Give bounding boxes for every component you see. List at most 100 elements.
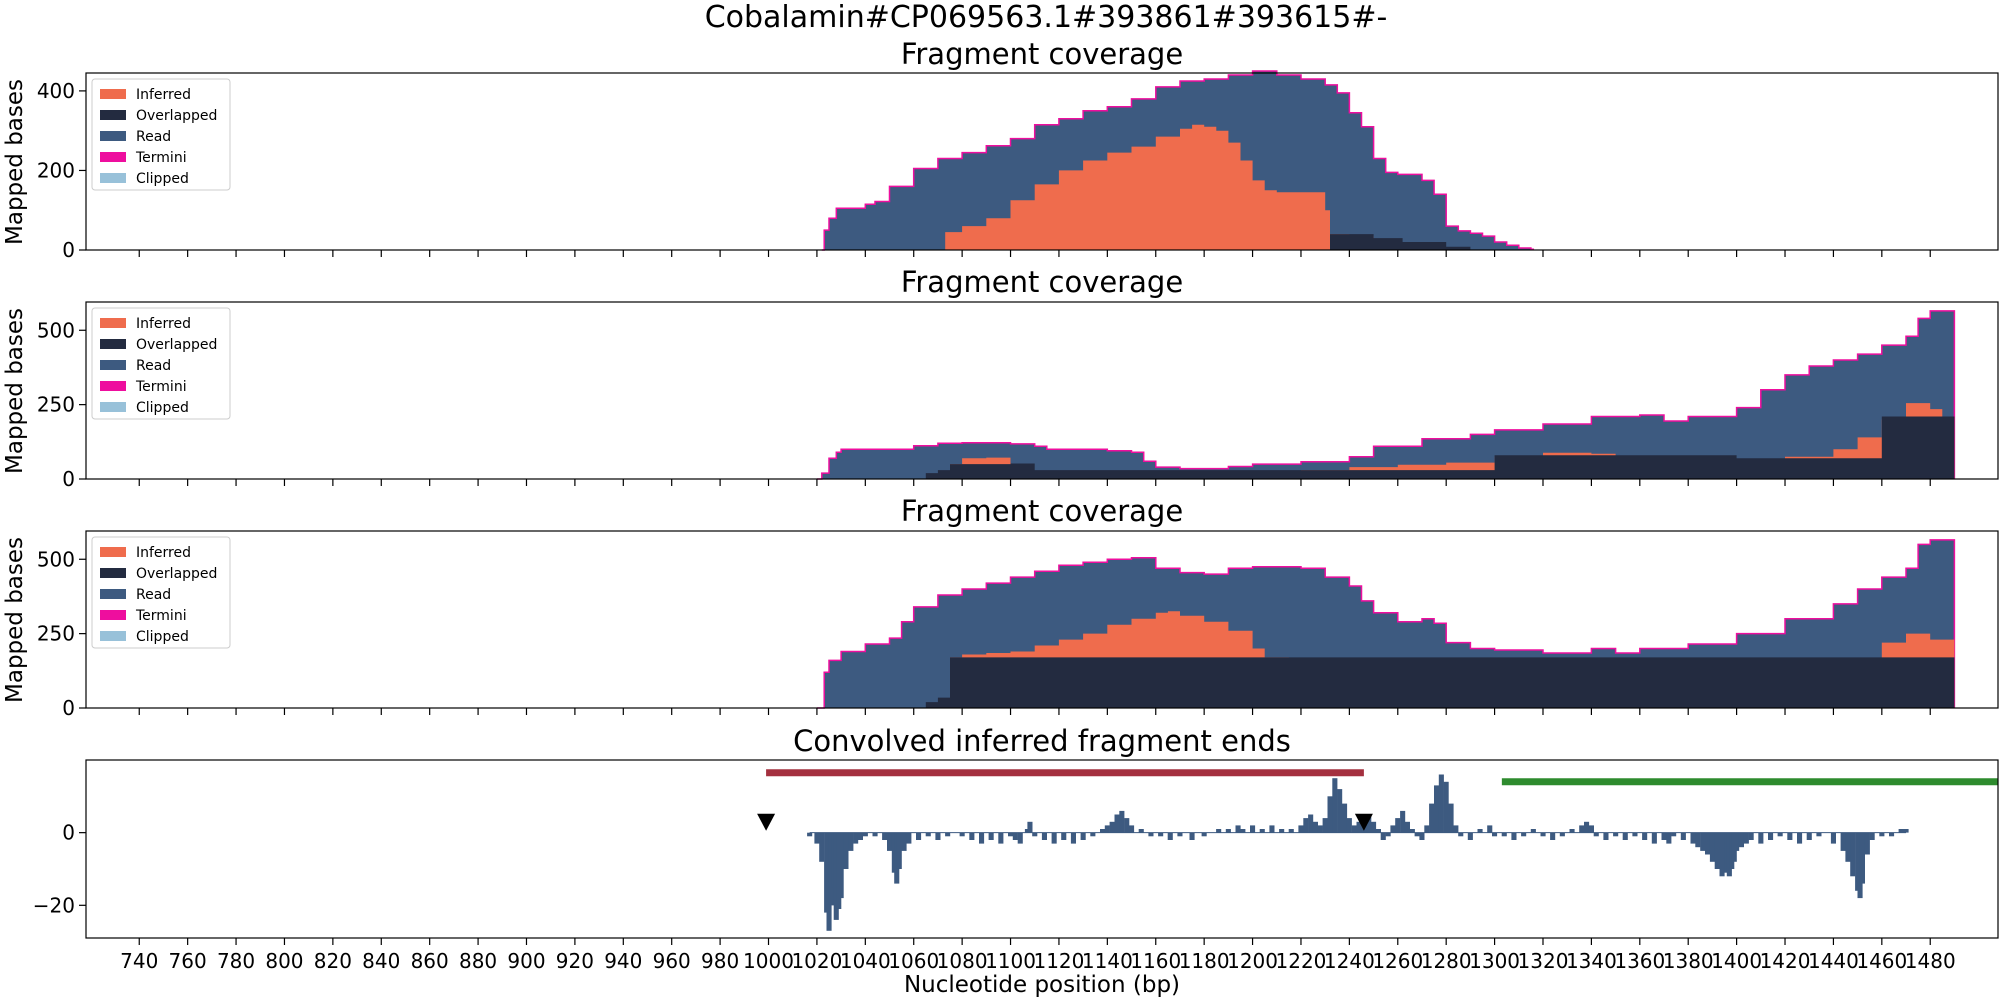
conv-bar: [906, 832, 912, 844]
legend-box: [91, 536, 231, 649]
conv-bar: [896, 832, 902, 869]
conv-bar: [1845, 832, 1851, 862]
conv-bar: [1434, 785, 1440, 833]
series-overlapped-area: [918, 416, 1955, 479]
conv-bar: [1390, 825, 1396, 833]
x-tick-label: 860: [411, 949, 449, 973]
legend-swatch-termini: [100, 152, 126, 162]
legend-label-inferred: Inferred: [136, 316, 191, 332]
plot-frame: [85, 530, 1999, 709]
conv-bar: [1240, 829, 1246, 833]
conv-bar: [1114, 814, 1120, 833]
conv-bar: [1090, 832, 1096, 837]
figure-title: Cobalamin#CP069563.1#393861#393615#-: [705, 0, 1388, 35]
conv-bar: [1017, 832, 1023, 844]
x-tick-label: 1460: [1856, 949, 1907, 973]
panel-1-title: Fragment coverage: [901, 37, 1183, 71]
conv-bar: [1317, 825, 1323, 833]
x-tick-label: 1200: [1227, 949, 1278, 973]
series-termini-outline: [816, 539, 1956, 709]
conv-bar: [1898, 829, 1904, 833]
legend-swatch-read: [100, 360, 126, 370]
conv-bar: [1380, 832, 1386, 840]
conv-bar: [1603, 832, 1609, 840]
x-tick-label: 1380: [1663, 949, 1714, 973]
conv-bar: [1308, 814, 1314, 833]
conv-bar: [1158, 832, 1164, 837]
conv-bar: [1869, 832, 1875, 840]
conv-bar: [1492, 832, 1498, 837]
conv-bar: [1138, 829, 1144, 833]
conv-bar: [1119, 810, 1125, 833]
x-tick-label: 880: [459, 949, 497, 973]
conv-bar: [1666, 832, 1672, 844]
conv-bar: [1613, 832, 1619, 837]
x-tick-label: 1180: [1179, 949, 1230, 973]
x-tick-label: 1480: [1905, 949, 1956, 973]
conv-bar: [1409, 829, 1415, 833]
conv-bar: [1366, 814, 1372, 833]
legend-swatch-termini: [100, 610, 126, 620]
plot-background: [86, 760, 1998, 938]
conv-bar: [1061, 832, 1067, 840]
conv-bar: [1651, 832, 1657, 844]
conv-bar: [1216, 829, 1222, 833]
conv-bar: [1279, 829, 1285, 833]
conv-bar: [1593, 832, 1599, 837]
legend-swatch-inferred: [100, 318, 126, 328]
panel-1-ylabel: Mapped bases: [2, 79, 28, 245]
conv-bar: [862, 832, 868, 837]
conv-bar: [1477, 829, 1483, 833]
series-overlapped-area: [1330, 234, 1471, 250]
panel-4: Convolved inferred fragment ends −20 0 740…: [33, 724, 1999, 998]
panel-2: Fragment coverage Mapped bases 0 250 500 In…: [2, 265, 1999, 491]
x-tick-label: 1340: [1566, 949, 1617, 973]
conv-bar: [872, 832, 878, 837]
x-tick-label: 1280: [1421, 949, 1472, 973]
x-tick-label: 1220: [1276, 949, 1327, 973]
conv-bar: [959, 832, 965, 837]
conv-bar: [1453, 825, 1459, 833]
conv-bar: [857, 832, 863, 840]
conv-bar: [1521, 832, 1527, 837]
panel-3: Fragment coverage Mapped bases 0 250 500 In…: [2, 494, 1999, 720]
conv-bar: [1419, 832, 1425, 840]
conv-bar: [1622, 832, 1628, 840]
conv-bar: [819, 832, 825, 862]
conv-bar: [1661, 832, 1667, 840]
series-overlapped-area: [913, 645, 1955, 708]
x-tick-label: 1320: [1518, 949, 1569, 973]
x-tick-label: 740: [120, 949, 158, 973]
x-tick-label: 1140: [1082, 949, 1133, 973]
conv-bar: [1758, 832, 1764, 844]
legend-swatch-clipped: [100, 173, 126, 183]
conv-bar: [1579, 825, 1585, 833]
legend-label-termini: Termini: [135, 379, 187, 395]
conv-bar: [1559, 832, 1565, 837]
legend-swatch-read: [100, 589, 126, 599]
series-read-area: [816, 310, 1955, 479]
conv-bar: [887, 832, 893, 851]
conv-bar: [1424, 825, 1430, 833]
conv-bar: [1671, 832, 1677, 837]
legend-box: [91, 78, 231, 191]
conv-bar: [1540, 832, 1546, 837]
conv-bar: [1303, 818, 1309, 833]
conv-bar: [1879, 832, 1885, 837]
legend-box: [91, 307, 231, 420]
legend-swatch-read: [100, 131, 126, 141]
x-tick-label: 820: [314, 949, 352, 973]
conv-bar: [1777, 832, 1783, 837]
conv-bar: [843, 832, 849, 869]
conv-bar: [1041, 832, 1047, 840]
x-tick-label: 1060: [888, 949, 939, 973]
conv-bar: [1768, 832, 1774, 840]
conv-bar: [1748, 832, 1754, 840]
x-tick-label: 1360: [1614, 949, 1665, 973]
legend-label-clipped: Clipped: [136, 171, 189, 187]
legend-swatch-overlapped: [100, 110, 126, 120]
x-tick-label: 1440: [1808, 949, 1859, 973]
conv-bar: [1269, 825, 1275, 833]
conv-bar: [1680, 832, 1686, 840]
